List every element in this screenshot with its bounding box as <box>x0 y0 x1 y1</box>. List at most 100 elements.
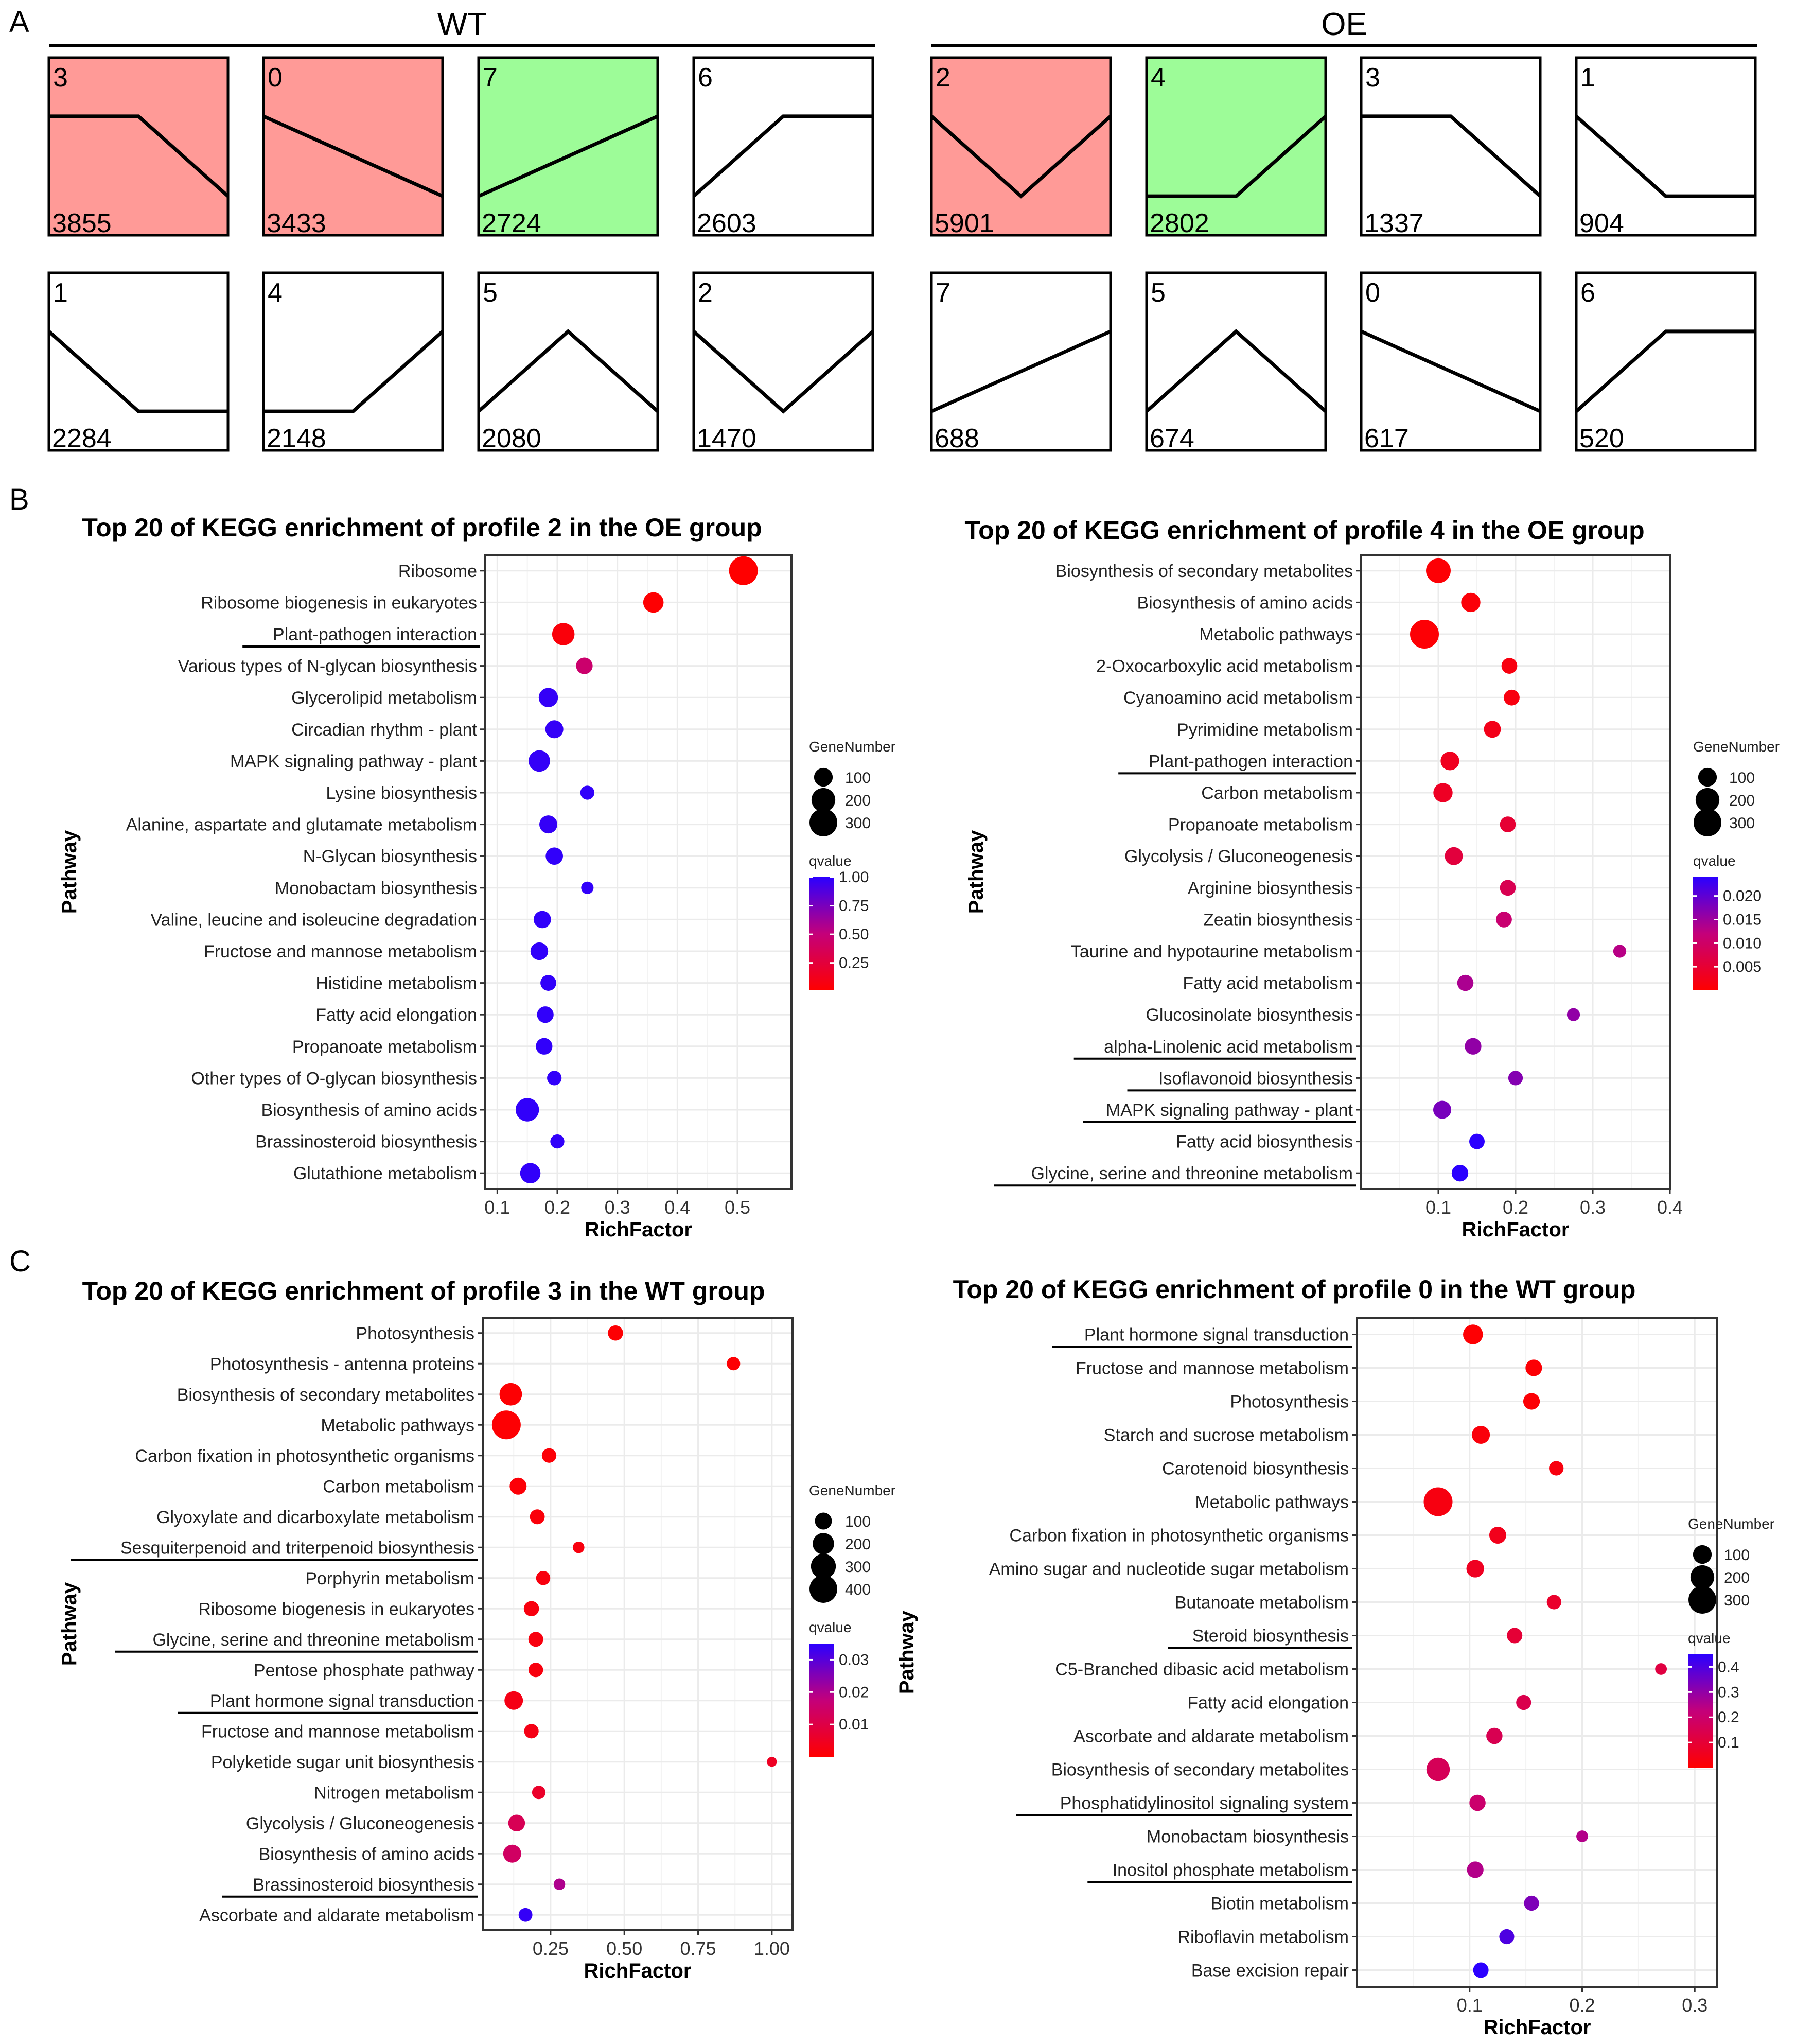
size-legend-label: 200 <box>845 792 871 809</box>
size-legend-dot <box>815 1512 832 1530</box>
profile-box: 7 688 <box>930 271 1112 453</box>
enrichment-bubble <box>503 1844 521 1863</box>
pathway-label: Fatty acid elongation <box>315 1005 477 1025</box>
group-title-wt: WT <box>437 7 487 42</box>
profile-trend-line <box>692 114 873 198</box>
pathway-label: Lysine biosynthesis <box>326 783 477 803</box>
enrichment-bubble <box>537 1006 554 1023</box>
pathway-label: Arginine biosynthesis <box>1188 879 1353 898</box>
x-tick-label: 0.75 <box>680 1938 716 1959</box>
profile-frame <box>262 271 444 452</box>
pathway-label: Ribosome biogenesis in eukaryotes <box>201 593 477 613</box>
size-legend-dot <box>813 1533 834 1554</box>
profile-frame <box>47 56 230 237</box>
pathway-label: Cyanoamino acid metabolism <box>1123 688 1353 708</box>
pathway-label: Glyoxylate and dicarboxylate metabolism <box>156 1508 474 1527</box>
enrichment-bubble <box>1525 1359 1542 1376</box>
enrichment-bubble <box>1507 1628 1523 1644</box>
pathway-label: Biosynthesis of amino acids <box>258 1844 474 1864</box>
profile-trend-line <box>692 330 874 414</box>
enrichment-bubble <box>529 750 550 772</box>
pathway-label: Fructose and mannose metabolism <box>1076 1359 1349 1378</box>
profile-id: 2 <box>698 278 713 308</box>
profile-id: 7 <box>936 278 950 308</box>
pathway-label: Isoflavonoid biosynthesis <box>1158 1069 1353 1088</box>
x-tick-label: 0.2 <box>1569 1995 1595 2016</box>
size-legend-dot <box>809 1575 837 1603</box>
enrichment-bubble <box>1451 1165 1469 1182</box>
profile-gene-count: 2724 <box>482 208 541 238</box>
qvalue-colorbar <box>809 1644 834 1757</box>
profile-frame <box>47 271 230 452</box>
colorbar-label: 0.03 <box>839 1651 869 1668</box>
size-legend-dot <box>1688 1586 1716 1614</box>
enrichment-bubble <box>580 785 594 800</box>
pathway-label: Glycolysis / Gluconeogenesis <box>246 1814 474 1833</box>
colorbar-label: 0.005 <box>1723 958 1762 975</box>
pathway-label: Amino sugar and nucleotide sugar metabol… <box>989 1560 1349 1579</box>
enrichment-bubble <box>1410 620 1439 649</box>
chart-title: Top 20 of KEGG enrichment of profile 2 i… <box>82 513 762 542</box>
enrichment-bubble <box>1508 1071 1523 1086</box>
profile-box: 5 674 <box>1145 271 1327 453</box>
pathway-label: Ribosome <box>398 562 477 581</box>
size-legend-dot <box>1695 788 1720 812</box>
enrichment-bubble <box>547 1071 562 1086</box>
pathway-label: Brassinosteroid biosynthesis <box>255 1132 477 1152</box>
profile-gene-count: 5901 <box>935 208 994 238</box>
enrichment-bubble <box>581 881 594 894</box>
pathway-label: Photosynthesis - antenna proteins <box>210 1354 474 1374</box>
size-legend: GeneNumber 100 200 300 <box>1693 739 1780 836</box>
enrichment-bubble <box>1486 1727 1503 1744</box>
profile-trend-line <box>263 330 444 413</box>
enrichment-bubble <box>643 592 664 613</box>
profile-box: 1 2284 <box>47 271 230 453</box>
color-legend-title: qvalue <box>809 853 852 869</box>
enrichment-bubble <box>1466 1560 1484 1578</box>
enrichment-bubble <box>727 1357 741 1371</box>
group-wt-header: WT <box>49 7 875 47</box>
enrichment-bubble <box>1473 1962 1489 1978</box>
y-axis-label: Pathway <box>895 1610 918 1694</box>
profile-id: 6 <box>698 63 713 93</box>
chart-title: Top 20 of KEGG enrichment of profile 4 i… <box>964 516 1644 545</box>
pathway-label: Glucosinolate biosynthesis <box>1146 1005 1353 1025</box>
pathway-label: Biosynthesis of secondary metabolites <box>1051 1760 1349 1780</box>
chart-title: Top 20 of KEGG enrichment of profile 0 i… <box>953 1275 1636 1304</box>
pathway-label: Biosynthesis of secondary metabolites <box>177 1385 474 1405</box>
x-tick-label: 0.25 <box>533 1938 569 1959</box>
size-legend-dot <box>1694 809 1721 836</box>
x-tick-label: 0.1 <box>1457 1995 1483 2016</box>
enrichment-bubble <box>1500 880 1516 896</box>
pathway-label: Inositol phosphate metabolism <box>1113 1861 1349 1880</box>
profile-box: 5 2080 <box>477 271 659 453</box>
profile-id: 3 <box>53 63 68 93</box>
profile-frame <box>1360 271 1542 452</box>
profile-frame <box>1145 56 1327 237</box>
enrichment-bubble <box>1499 1929 1515 1945</box>
enrichment-bubble <box>1465 1038 1482 1055</box>
pathway-label: Taurine and hypotaurine metabolism <box>1071 942 1353 962</box>
pathway-label: Glycerolipid metabolism <box>291 688 477 708</box>
color-legend: qvalue 0.01 0.02 0.03 <box>809 1619 869 1757</box>
plot-frame <box>484 554 793 1190</box>
profile-gene-count: 2802 <box>1150 208 1209 238</box>
size-legend-title: GeneNumber <box>809 1482 895 1498</box>
profile-id: 4 <box>268 278 283 308</box>
enrichment-bubble <box>1423 1487 1453 1516</box>
profile-gene-count: 674 <box>1150 424 1194 453</box>
x-tick-label: 0.5 <box>725 1197 750 1218</box>
color-legend-title: qvalue <box>1693 853 1736 869</box>
colorbar-label: 0.25 <box>839 955 869 972</box>
profile-id: 2 <box>936 63 950 93</box>
profile-frame <box>1360 56 1542 237</box>
pathway-label: Carbon metabolism <box>1201 783 1353 803</box>
panel-label-b: B <box>9 483 29 516</box>
color-legend: qvalue 0.005 0.010 0.015 0.020 <box>1693 853 1762 990</box>
enrichment-bubble <box>534 911 551 929</box>
pathway-label: N-Glycan biosynthesis <box>303 847 477 866</box>
profile-gene-count: 688 <box>935 424 979 453</box>
enrichment-bubble <box>1457 974 1474 991</box>
size-legend-title: GeneNumber <box>1688 1516 1774 1532</box>
size-legend-title: GeneNumber <box>809 739 895 755</box>
